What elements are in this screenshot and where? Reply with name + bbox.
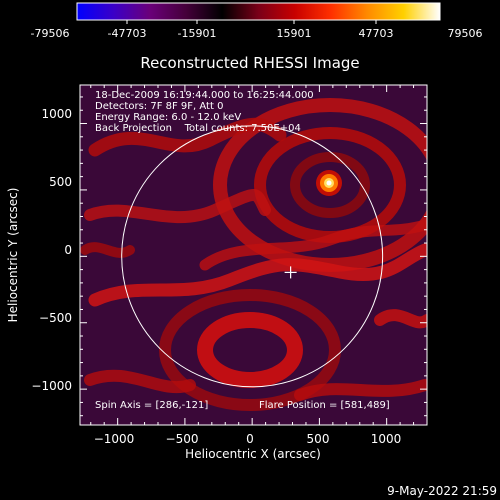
ripple-band <box>84 369 196 393</box>
colorbar-ticks <box>126 20 377 24</box>
axis-ticks <box>80 85 427 425</box>
flare-position-label: Flare Position = [581,489] <box>259 400 390 411</box>
ripple-band <box>199 219 427 271</box>
ripple-pattern <box>80 98 427 411</box>
solar-limb-circle <box>121 125 384 388</box>
ripple-ring <box>159 289 341 411</box>
info-method-counts: Back Projection Total counts: 7.50E+04 <box>95 123 301 134</box>
ripple-band <box>374 309 427 329</box>
x-tick-label: −1000 <box>94 432 135 446</box>
y-tick-label: −500 <box>39 311 72 325</box>
ripple-band <box>84 189 271 224</box>
colorbar-tick-label: -47703 <box>108 27 147 40</box>
plot-title: Reconstructed RHESSI Image <box>140 54 359 72</box>
info-detectors: Detectors: 7F 8F 9F, Att 0 <box>95 101 223 112</box>
y-tick-label: 0 <box>64 243 72 257</box>
x-axis-label: Heliocentric X (arcsec) <box>185 447 321 461</box>
colorbar-tick-label: 79506 <box>448 27 483 40</box>
flare-source <box>316 170 342 196</box>
timestamp: 9-May-2022 21:59 <box>387 484 497 498</box>
x-tick-label: 1000 <box>371 432 402 446</box>
x-tick-label: −500 <box>166 432 199 446</box>
colorbar-tick-label: -15901 <box>178 27 217 40</box>
x-tick-label: 500 <box>307 432 330 446</box>
colorbar-tick-label: 15901 <box>277 27 312 40</box>
ripple-ring <box>197 312 303 388</box>
y-tick-label: 500 <box>49 175 72 189</box>
colorbar-tick-label: 47703 <box>359 27 394 40</box>
x-tick-label: 0 <box>246 432 254 446</box>
colorbar-gradient <box>76 2 441 21</box>
image-info: 18-Dec-2009 16:19:44.000 to 16:25:44.000… <box>95 90 390 411</box>
y-tick-labels: 1000 500 0 −500 −1000 <box>31 107 72 393</box>
ripple-band <box>80 242 135 258</box>
colorbar: -79506 -47703 -15901 15901 47703 79506 <box>31 2 483 40</box>
flare-glow-peak <box>326 180 332 186</box>
ripple-band <box>88 117 287 157</box>
info-time-range: 18-Dec-2009 16:19:44.000 to 16:25:44.000 <box>95 90 314 101</box>
colorbar-tick-label: -79506 <box>31 27 70 40</box>
plot-frame <box>79 84 428 426</box>
ripple-ring <box>290 152 370 218</box>
rhessi-image <box>80 85 427 425</box>
y-tick-label: −1000 <box>31 379 72 393</box>
x-tick-labels: −1000 −500 0 500 1000 <box>94 432 402 446</box>
y-tick-label: 1000 <box>41 107 72 121</box>
y-axis-label: Heliocentric Y (arcsec) <box>6 188 20 323</box>
colorbar-tick-labels: -79506 -47703 -15901 15901 47703 79506 <box>31 27 483 40</box>
spin-axis-label: Spin Axis = [286,-121] <box>95 400 208 411</box>
ripple-band <box>294 379 427 401</box>
info-energy-range: Energy Range: 6.0 - 12.0 keV <box>95 112 241 123</box>
ripple-band <box>88 243 427 307</box>
spin-axis-marker <box>284 266 297 279</box>
